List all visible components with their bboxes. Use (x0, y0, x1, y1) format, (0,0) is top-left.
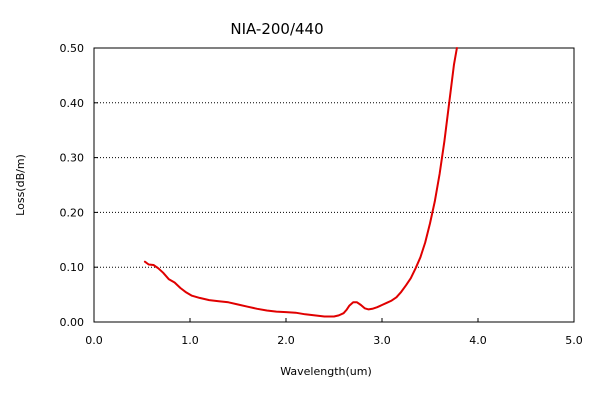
x-tick-label: 2.0 (277, 334, 295, 347)
x-tick-label: 4.0 (469, 334, 487, 347)
x-tick-label: 0.0 (85, 334, 103, 347)
x-axis-label: Wavelength(um) (280, 365, 372, 378)
series-line-loss (143, 47, 458, 318)
y-tick-label: 0.30 (60, 152, 85, 165)
x-tick-label: 3.0 (373, 334, 391, 347)
x-tick-label: 1.0 (181, 334, 199, 347)
y-tick-label: 0.40 (60, 97, 85, 110)
x-tick-label: 5.0 (565, 334, 583, 347)
y-tick-label: 0.20 (60, 206, 85, 219)
y-tick-label: 0.10 (60, 261, 85, 274)
y-tick-label: 0.50 (60, 42, 85, 55)
grid-lines (94, 102, 574, 268)
y-tick-label: 0.00 (60, 316, 85, 329)
x-axis-ticks: 0.0 1.0 2.0 3.0 4.0 5.0 (85, 318, 583, 347)
y-axis-ticks: 0.00 0.10 0.20 0.30 0.40 0.50 (60, 42, 98, 329)
chart-title: NIA-200/440 (230, 20, 323, 38)
plot-area-frame (93, 47, 575, 323)
series-layer (143, 47, 458, 318)
y-axis-label: Loss(dB/m) (14, 154, 27, 216)
